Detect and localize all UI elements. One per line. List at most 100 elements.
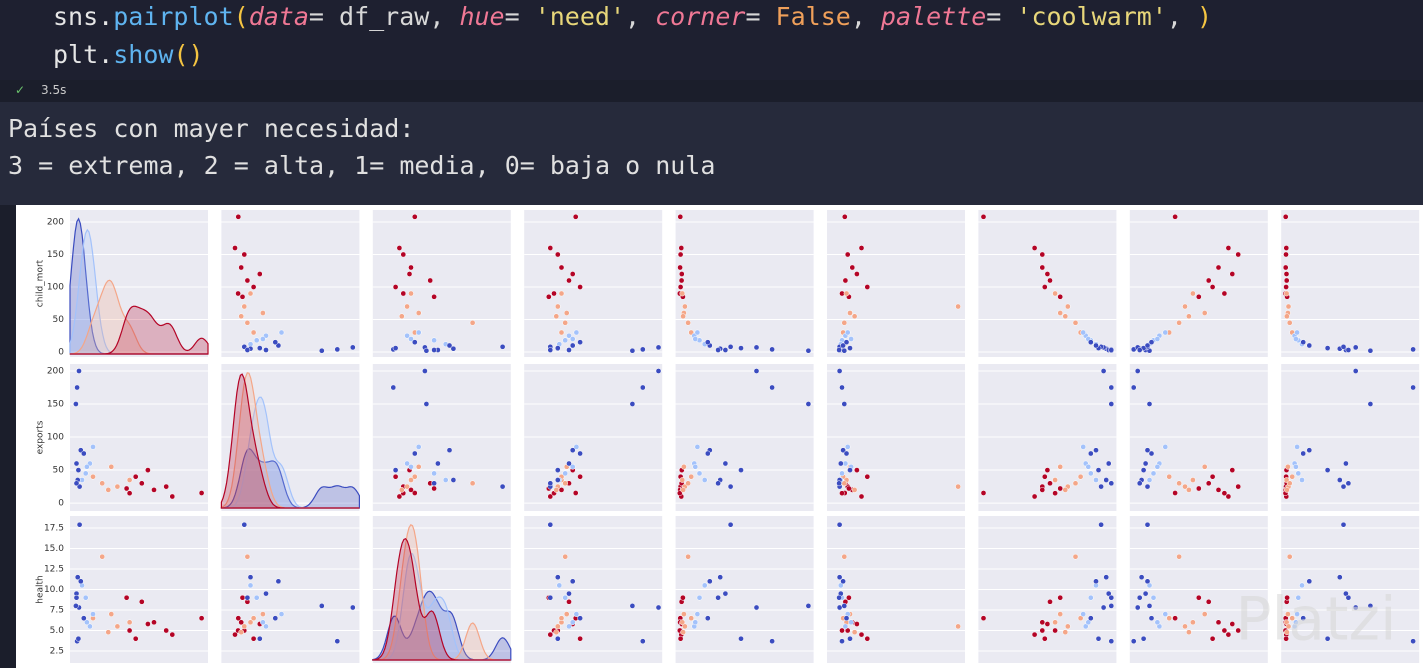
point [1136, 347, 1143, 353]
point [411, 473, 418, 480]
point [260, 310, 266, 316]
point [253, 337, 260, 344]
point [1039, 264, 1046, 271]
point [727, 521, 734, 528]
point [400, 251, 407, 258]
point [577, 450, 583, 457]
point [427, 277, 434, 284]
point [843, 339, 850, 346]
point [717, 574, 724, 581]
point [848, 619, 854, 626]
point [680, 594, 686, 601]
point [1138, 574, 1145, 581]
point [1235, 483, 1242, 490]
point [1215, 487, 1222, 493]
point [836, 480, 842, 487]
point [694, 329, 701, 336]
point [1044, 467, 1051, 473]
point [722, 460, 729, 467]
point [1105, 590, 1112, 597]
point [753, 368, 760, 374]
point [446, 447, 453, 454]
point [1410, 638, 1416, 645]
point [1282, 264, 1289, 271]
point [843, 450, 850, 457]
point [1057, 463, 1064, 470]
point [1176, 553, 1182, 560]
point [1100, 368, 1107, 374]
code-token: corner [655, 2, 746, 31]
point [1284, 594, 1290, 601]
point [390, 384, 397, 391]
point [1039, 487, 1046, 493]
point [1295, 470, 1302, 477]
point [239, 293, 246, 300]
y-tick-label: 150 [47, 250, 64, 260]
panel [675, 364, 814, 511]
point [1103, 477, 1110, 483]
point [849, 264, 856, 271]
panel-bg [524, 210, 663, 357]
point [238, 619, 245, 626]
point [1293, 336, 1299, 342]
point [446, 342, 453, 349]
point [554, 345, 561, 351]
point [411, 339, 418, 346]
point [105, 629, 112, 636]
point [1162, 444, 1169, 450]
point [1352, 604, 1359, 611]
point [411, 490, 418, 496]
panel [70, 364, 208, 511]
point [272, 615, 279, 622]
point [1345, 594, 1352, 601]
point [955, 623, 961, 630]
point [1087, 450, 1094, 457]
point [566, 460, 572, 467]
check-icon: ✓ [15, 83, 26, 97]
point [87, 623, 93, 630]
y-tick-label: 5.0 [50, 626, 65, 636]
point [74, 574, 81, 581]
point [435, 460, 441, 467]
output-text: Países con mayer necesidad: 3 = extrema,… [0, 102, 1423, 205]
point [1352, 368, 1359, 374]
point [562, 470, 569, 477]
point [75, 467, 82, 473]
point [1343, 590, 1349, 597]
point [1182, 483, 1188, 490]
point [272, 339, 279, 346]
point [577, 284, 583, 290]
point [404, 483, 410, 490]
point [1103, 574, 1110, 581]
point [169, 493, 176, 500]
panel [675, 210, 814, 357]
point [1057, 310, 1064, 316]
point [639, 384, 646, 391]
point [769, 638, 775, 645]
point [74, 384, 80, 391]
point [1225, 493, 1232, 500]
point [73, 401, 79, 407]
point [1052, 627, 1058, 634]
code-token: ( [233, 2, 249, 31]
panel [372, 364, 511, 511]
point [1336, 574, 1343, 581]
point [73, 480, 80, 487]
point [1190, 290, 1196, 297]
point [692, 463, 699, 470]
point [685, 553, 691, 560]
point [1072, 480, 1079, 487]
point [553, 313, 560, 320]
point [577, 615, 583, 622]
point [805, 401, 812, 407]
point [1031, 493, 1038, 500]
point [1209, 635, 1216, 642]
point [238, 629, 245, 636]
point [836, 604, 843, 611]
point [629, 401, 636, 407]
y-tick-label: 100 [47, 433, 64, 443]
point [836, 368, 843, 374]
point [422, 368, 428, 374]
point [1047, 480, 1053, 487]
point [844, 444, 851, 450]
